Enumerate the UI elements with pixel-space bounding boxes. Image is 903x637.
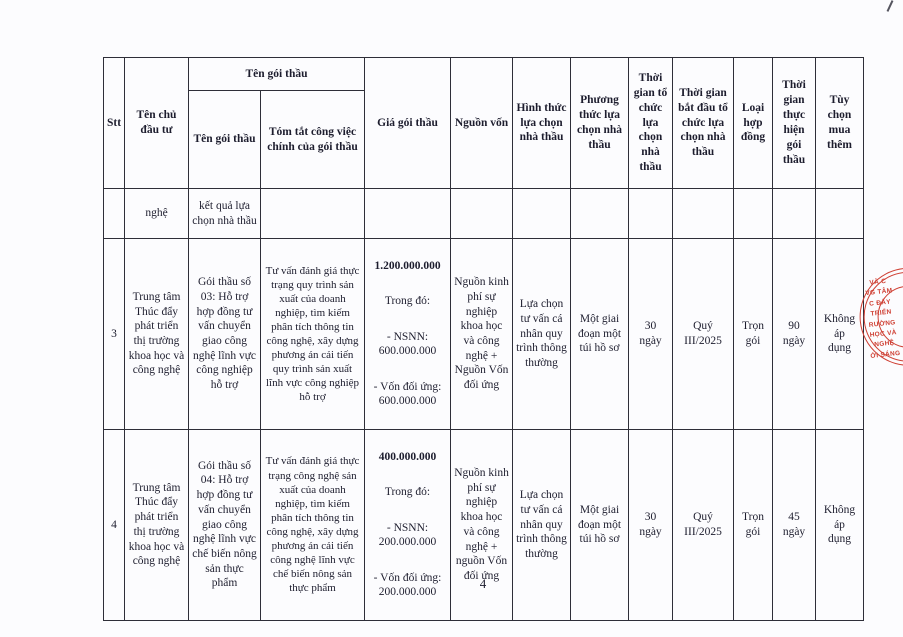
table-row-continuation: nghệ kết quả lựa chọn nhà thầu	[103, 188, 864, 239]
col-header-package-name: Tên gói thầu	[188, 90, 261, 189]
cell-package-name-continued: kết quả lựa chọn nhà thầu	[188, 188, 261, 239]
price-nsnn: - NSNN: 600.000.000	[378, 330, 437, 358]
col-header-stt: Stt	[103, 57, 125, 189]
col-header-selection-start: Thời gian bắt đầu tổ chức lựa chọn nhà t…	[672, 57, 734, 189]
price-total: 1.200.000.000	[374, 259, 441, 272]
price-total: 400.000.000	[378, 450, 437, 463]
cell-empty	[364, 188, 451, 239]
cell-empty	[672, 188, 734, 239]
stamp-mid-ring-icon	[859, 267, 903, 367]
cell-empty	[628, 188, 673, 239]
col-header-selection-method: Phương thức lựa chọn nhà thầu	[570, 57, 629, 189]
cell-investor-continued: nghệ	[124, 188, 189, 239]
cell-purchase-option: Không áp dụng	[815, 238, 864, 430]
cell-stt: 3	[103, 238, 125, 430]
cell-work-summary: Tư vấn đánh giá thực trạng quy trình sản…	[260, 238, 365, 430]
col-header-investor: Tên chủ đầu tư	[124, 57, 189, 189]
col-header-contract-type: Loại hợp đồng	[733, 57, 773, 189]
col-header-purchase-option: Tùy chọn mua thêm	[815, 57, 864, 189]
cell-work-summary: Tư vấn đánh giá thực trạng công nghệ sản…	[260, 428, 365, 621]
cell-execution-duration: 90 ngày	[772, 238, 816, 430]
cell-selection-start: Quý III/2025	[672, 238, 734, 430]
col-header-work-summary: Tóm tắt công việc chính của gói thầu	[260, 90, 365, 189]
cell-package-name: Gói thầu số 04: Hỗ trợ hợp đồng tư vấn c…	[188, 428, 261, 621]
cell-empty	[733, 188, 773, 239]
scan-artifact	[886, 0, 894, 12]
table-row-package-4: 4 Trung tâm Thúc đẩy phát triển thị trườ…	[103, 428, 864, 621]
cell-empty	[815, 188, 864, 239]
cell-price: 400.000.000 Trong đó: - NSNN: 200.000.00…	[364, 428, 451, 621]
cell-fund-source: Nguồn kinh phí sự nghiệp khoa học và côn…	[450, 428, 513, 621]
cell-execution-duration: 45 ngày	[772, 428, 816, 621]
cell-empty	[772, 188, 816, 239]
bidding-plan-table: Stt Tên chủ đầu tư Tên gói thầu Giá gói …	[103, 57, 864, 621]
cell-selection-method: Một giai đoạn một túi hồ sơ	[570, 238, 629, 430]
cell-empty	[512, 188, 571, 239]
cell-empty	[570, 188, 629, 239]
price-counterpart: - Vốn đối ứng: 200.000.000	[373, 571, 442, 599]
stamp-inner-ring-icon	[874, 282, 903, 351]
cell-stt-empty	[103, 188, 125, 239]
col-header-selection-form: Hình thức lựa chọn nhà thầu	[512, 57, 571, 189]
cell-empty	[450, 188, 513, 239]
price-breakdown-label: Trong đó:	[384, 295, 431, 308]
cell-investor: Trung tâm Thúc đẩy phát triển thị trường…	[124, 238, 189, 430]
cell-contract-type: Trọn gói	[733, 428, 773, 621]
col-header-fund-source: Nguồn vốn	[450, 57, 513, 189]
table-row-package-3: 3 Trung tâm Thúc đẩy phát triển thị trườ…	[103, 238, 864, 430]
page-number: 4	[479, 576, 487, 591]
cell-contract-type: Trọn gói	[733, 238, 773, 430]
stamp-line: NGHỆ	[874, 339, 895, 349]
price-breakdown-label: Trong đó:	[384, 486, 431, 499]
col-header-price: Giá gói thầu	[364, 57, 451, 189]
cell-selection-form: Lựa chọn tư vấn cá nhân quy trình thông …	[512, 238, 571, 430]
cell-selection-method: Một giai đoạn một túi hồ sơ	[570, 428, 629, 621]
col-header-package-group: Tên gói thầu	[188, 57, 365, 91]
cell-selection-duration: 30 ngày	[628, 238, 673, 430]
cell-price: 1.200.000.000 Trong đó: - NSNN: 600.000.…	[364, 238, 451, 430]
col-header-execution-duration: Thời gian thực hiện gói thầu	[772, 57, 816, 189]
cell-package-name: Gói thầu số 03: Hỗ trợ hợp đồng tư vấn c…	[188, 238, 261, 430]
price-nsnn: - NSNN: 200.000.000	[378, 521, 437, 549]
stamp-line: ỚI SÁNG	[870, 349, 901, 360]
price-counterpart: - Vốn đối ứng: 600.000.000	[373, 380, 442, 408]
cell-fund-source: Nguồn kinh phí sự nghiệp khoa học và côn…	[450, 238, 513, 430]
cell-investor: Trung tâm Thúc đẩy phát triển thị trường…	[124, 428, 189, 621]
cell-purchase-option: Không áp dụng	[815, 428, 864, 621]
cell-selection-duration: 30 ngày	[628, 428, 673, 621]
cell-empty	[260, 188, 365, 239]
col-header-selection-duration: Thời gian tổ chức lựa chọn nhà thầu	[628, 57, 673, 189]
